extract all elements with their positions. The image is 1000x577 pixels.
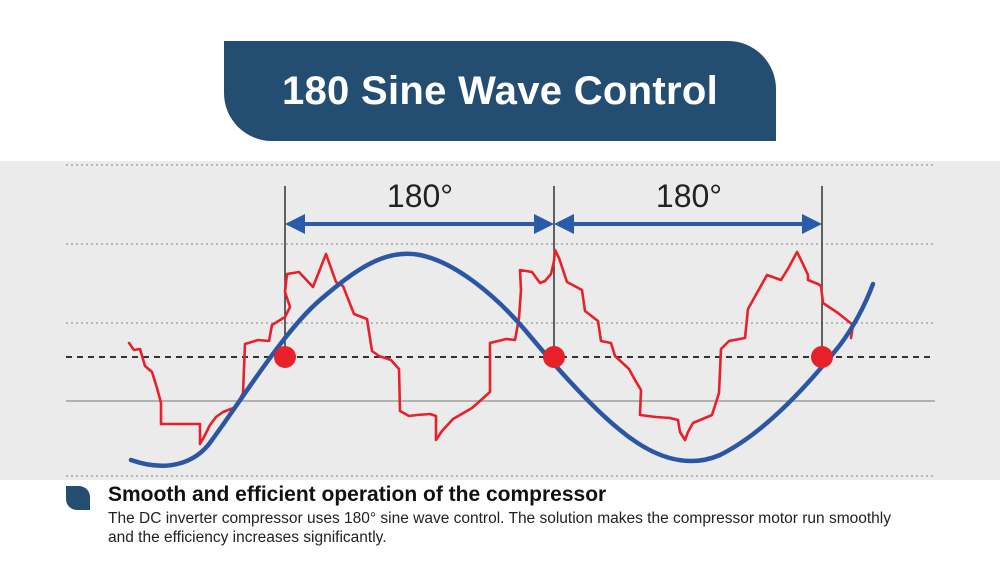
intersection-dot-left (274, 346, 296, 368)
title-banner: 180 Sine Wave Control (224, 41, 776, 141)
angle-label-right: 180° (656, 178, 722, 214)
grid-lines (66, 164, 935, 477)
caption-body: The DC inverter compressor uses 180° sin… (108, 510, 891, 546)
vertical-markers (284, 186, 823, 357)
intersection-dot-center (543, 346, 565, 368)
caption-heading: Smooth and efficient operation of the co… (108, 483, 607, 506)
angle-label-left: 180° (387, 178, 453, 214)
sine-waveform (128, 251, 876, 468)
intersection-dot-right (811, 346, 833, 368)
caption-bullet-icon (66, 486, 90, 510)
ripple-waveform (127, 248, 855, 446)
page-title: 180 Sine Wave Control (281, 68, 719, 113)
